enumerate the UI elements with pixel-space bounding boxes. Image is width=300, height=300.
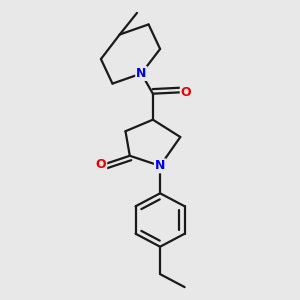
Text: N: N [155,159,165,172]
Text: O: O [181,86,191,99]
Text: N: N [136,67,146,80]
Text: O: O [96,158,106,171]
